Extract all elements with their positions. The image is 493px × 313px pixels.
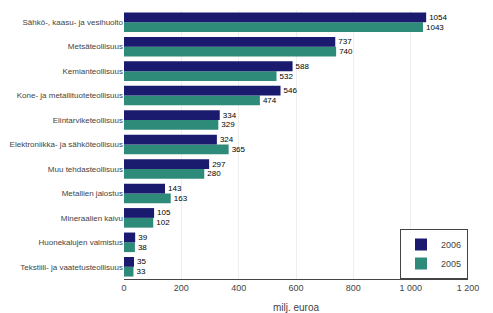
- svg-text:737: 737: [338, 37, 352, 46]
- svg-text:Huonekalujen valmistus: Huonekalujen valmistus: [39, 238, 124, 247]
- svg-text:143: 143: [168, 184, 182, 193]
- svg-text:324: 324: [220, 135, 234, 144]
- svg-text:33: 33: [136, 267, 145, 276]
- svg-text:334: 334: [223, 111, 237, 120]
- svg-text:Sähkö-, kaasu- ja vesihuolto: Sähkö-, kaasu- ja vesihuolto: [23, 18, 124, 27]
- svg-text:Metallien jalostus: Metallien jalostus: [62, 189, 123, 198]
- svg-text:Mineraalien kaivu: Mineraalien kaivu: [61, 214, 123, 223]
- svg-text:Metsäteollisuus: Metsäteollisuus: [68, 42, 123, 51]
- svg-text:532: 532: [280, 72, 294, 81]
- svg-text:39: 39: [138, 233, 147, 242]
- svg-text:1054: 1054: [429, 13, 447, 22]
- svg-text:Muu tehdasteollisuus: Muu tehdasteollisuus: [48, 165, 123, 174]
- svg-text:38: 38: [138, 243, 147, 252]
- svg-text:588: 588: [296, 62, 310, 71]
- svg-text:600: 600: [288, 283, 303, 293]
- svg-text:200: 200: [174, 283, 189, 293]
- svg-text:Elektroniikka- ja sähköteollis: Elektroniikka- ja sähköteollisuus: [10, 140, 123, 149]
- svg-text:Kemianteollisuus: Kemianteollisuus: [63, 67, 123, 76]
- svg-text:163: 163: [174, 194, 188, 203]
- svg-text:400: 400: [231, 283, 246, 293]
- svg-text:35: 35: [137, 257, 146, 266]
- svg-text:2006: 2006: [441, 240, 461, 250]
- svg-text:Kone- ja metallituoteteollisuu: Kone- ja metallituoteteollisuus: [17, 91, 123, 100]
- svg-text:milj. euroa: milj. euroa: [273, 302, 320, 313]
- svg-text:365: 365: [232, 145, 246, 154]
- svg-text:Tekstiili- ja vaatetusteollisu: Tekstiili- ja vaatetusteollisuus: [20, 263, 123, 272]
- svg-text:297: 297: [212, 160, 226, 169]
- svg-text:105: 105: [157, 208, 171, 217]
- svg-text:Elintarviketeollisuus: Elintarviketeollisuus: [53, 116, 123, 125]
- svg-text:329: 329: [221, 120, 235, 129]
- svg-text:1043: 1043: [426, 23, 444, 32]
- svg-text:740: 740: [339, 47, 353, 56]
- svg-text:102: 102: [156, 218, 170, 227]
- svg-text:800: 800: [346, 283, 361, 293]
- svg-text:1 000: 1 000: [399, 283, 422, 293]
- svg-text:546: 546: [284, 86, 298, 95]
- svg-text:474: 474: [263, 96, 277, 105]
- svg-text:1 200: 1 200: [457, 283, 480, 293]
- svg-text:2005: 2005: [441, 259, 461, 269]
- svg-text:280: 280: [207, 169, 221, 178]
- svg-text:0: 0: [121, 283, 126, 293]
